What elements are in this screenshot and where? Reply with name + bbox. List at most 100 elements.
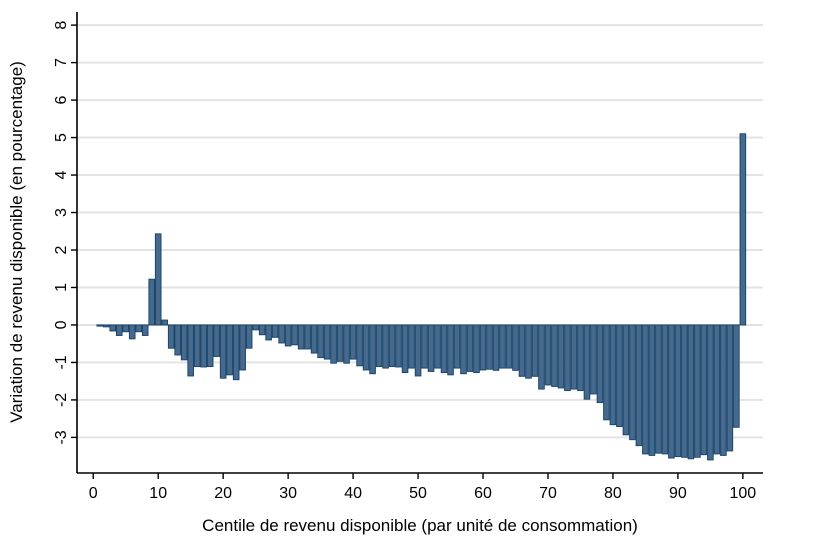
bar-centile-70: [544, 324, 552, 386]
y-tick-label-0: 0: [53, 320, 70, 329]
bar-centile-48: [401, 324, 409, 374]
bar-centile-39: [343, 324, 350, 364]
bar-centile-21: [226, 324, 233, 376]
bar-centile-8: [141, 324, 149, 336]
y-tick-label-4: 4: [53, 170, 70, 179]
bar-centile-94: [700, 324, 708, 456]
bar-centile-25: [252, 324, 259, 331]
bar-centile-78: [596, 324, 604, 404]
bar-centile-29: [278, 324, 285, 344]
x-axis-title: Centile de revenu disponible (par unité …: [202, 516, 638, 535]
bar-centile-16: [193, 324, 201, 368]
y-tick-label-3: 3: [53, 208, 70, 217]
bar-centile-60: [479, 324, 487, 371]
bar-centile-85: [642, 324, 649, 455]
bar-centile-27: [265, 324, 272, 341]
x-tick-label-60: 60: [474, 485, 492, 502]
bar-centile-33: [304, 324, 311, 350]
bar-centile-38: [336, 324, 344, 362]
bar-centile-34: [310, 324, 318, 354]
x-tick-label-80: 80: [604, 485, 622, 502]
bar-centile-22: [232, 324, 240, 381]
bar-centile-45: [382, 324, 389, 369]
bar-centile-20: [219, 324, 227, 379]
bar-centile-53: [434, 324, 441, 369]
bar-centile-51: [421, 324, 428, 369]
bar-centile-47: [395, 324, 402, 368]
x-tick-label-70: 70: [539, 485, 557, 502]
bar-centile-4: [115, 324, 123, 336]
bar-centile-80: [609, 324, 617, 426]
y-tick-label-2: 2: [53, 245, 70, 254]
bar-centile-99: [733, 324, 740, 428]
bar-centile-36: [323, 324, 331, 360]
bar-centile-83: [629, 324, 636, 441]
bar-centile-57: [460, 324, 467, 375]
bar-centile-50: [414, 324, 422, 377]
bar-centile-76: [583, 324, 591, 400]
bar-centile-37: [330, 324, 337, 364]
bar-centile-74: [570, 324, 578, 390]
bar-centile-72: [557, 324, 565, 389]
y-axis-title: Variation de revenu disponible (en pourc…: [7, 61, 26, 423]
bar-centile-19: [213, 324, 220, 357]
bar-centile-65: [512, 324, 519, 371]
bar-centile-24: [245, 324, 253, 349]
bar-centile-5: [122, 324, 130, 333]
bar-centile-1: [96, 324, 104, 327]
bar-centile-69: [538, 324, 545, 390]
bar-centile-15: [187, 324, 194, 377]
bar-centile-73: [564, 324, 571, 392]
y-tick-label-1: 1: [53, 283, 70, 292]
bar-centile-62: [492, 324, 500, 371]
x-tick-label-20: 20: [214, 485, 232, 502]
bar-centile-82: [622, 324, 630, 436]
bar-centile-46: [388, 324, 396, 368]
bar-centile-98: [726, 324, 734, 452]
bar-centile-55: [447, 324, 454, 376]
bar-centile-11: [161, 319, 168, 326]
bar-centile-93: [694, 324, 701, 458]
bar-centile-75: [577, 324, 584, 392]
x-tick-label-90: 90: [669, 485, 687, 502]
bar-centile-54: [440, 324, 448, 374]
bar-centile-81: [616, 324, 623, 428]
bar-centile-87: [655, 324, 662, 454]
bar-centile-7: [135, 324, 143, 333]
bar-centile-100: [739, 133, 747, 326]
bar-centile-28: [271, 324, 279, 338]
bar-centile-95: [707, 324, 714, 461]
y-tick-label-7: 7: [53, 58, 70, 67]
x-tick-label-40: 40: [344, 485, 362, 502]
bar-centile-67: [525, 324, 532, 379]
bar-centile-6: [128, 324, 136, 340]
bar-centile-52: [427, 324, 435, 372]
x-tick-label-10: 10: [149, 485, 167, 502]
bar-centile-97: [720, 324, 727, 456]
bar-centile-66: [518, 324, 526, 377]
bar-centile-30: [284, 324, 292, 347]
bar-centile-49: [408, 324, 415, 369]
bar-centile-71: [551, 324, 558, 387]
bar-centile-88: [661, 324, 669, 455]
bar-centile-44: [375, 324, 383, 368]
bar-centile-84: [635, 324, 643, 447]
bar-centile-41: [356, 324, 363, 367]
bar-centile-32: [297, 324, 305, 350]
bar-centile-96: [713, 324, 721, 455]
x-tick-label-50: 50: [409, 485, 427, 502]
bar-centile-56: [453, 324, 461, 369]
y-tick-label-8: 8: [53, 21, 70, 30]
x-tick-label-0: 0: [89, 485, 98, 502]
bar-centile-89: [668, 324, 675, 459]
bar-centile-40: [349, 324, 357, 360]
bar-centile-79: [603, 324, 610, 421]
bar-centile-3: [109, 324, 117, 332]
bar-centile-86: [648, 324, 656, 456]
x-tick-label-100: 100: [730, 485, 757, 502]
bar-centile-58: [466, 324, 474, 372]
bar-centile-91: [681, 324, 688, 458]
y-tick-label-6: 6: [53, 96, 70, 105]
